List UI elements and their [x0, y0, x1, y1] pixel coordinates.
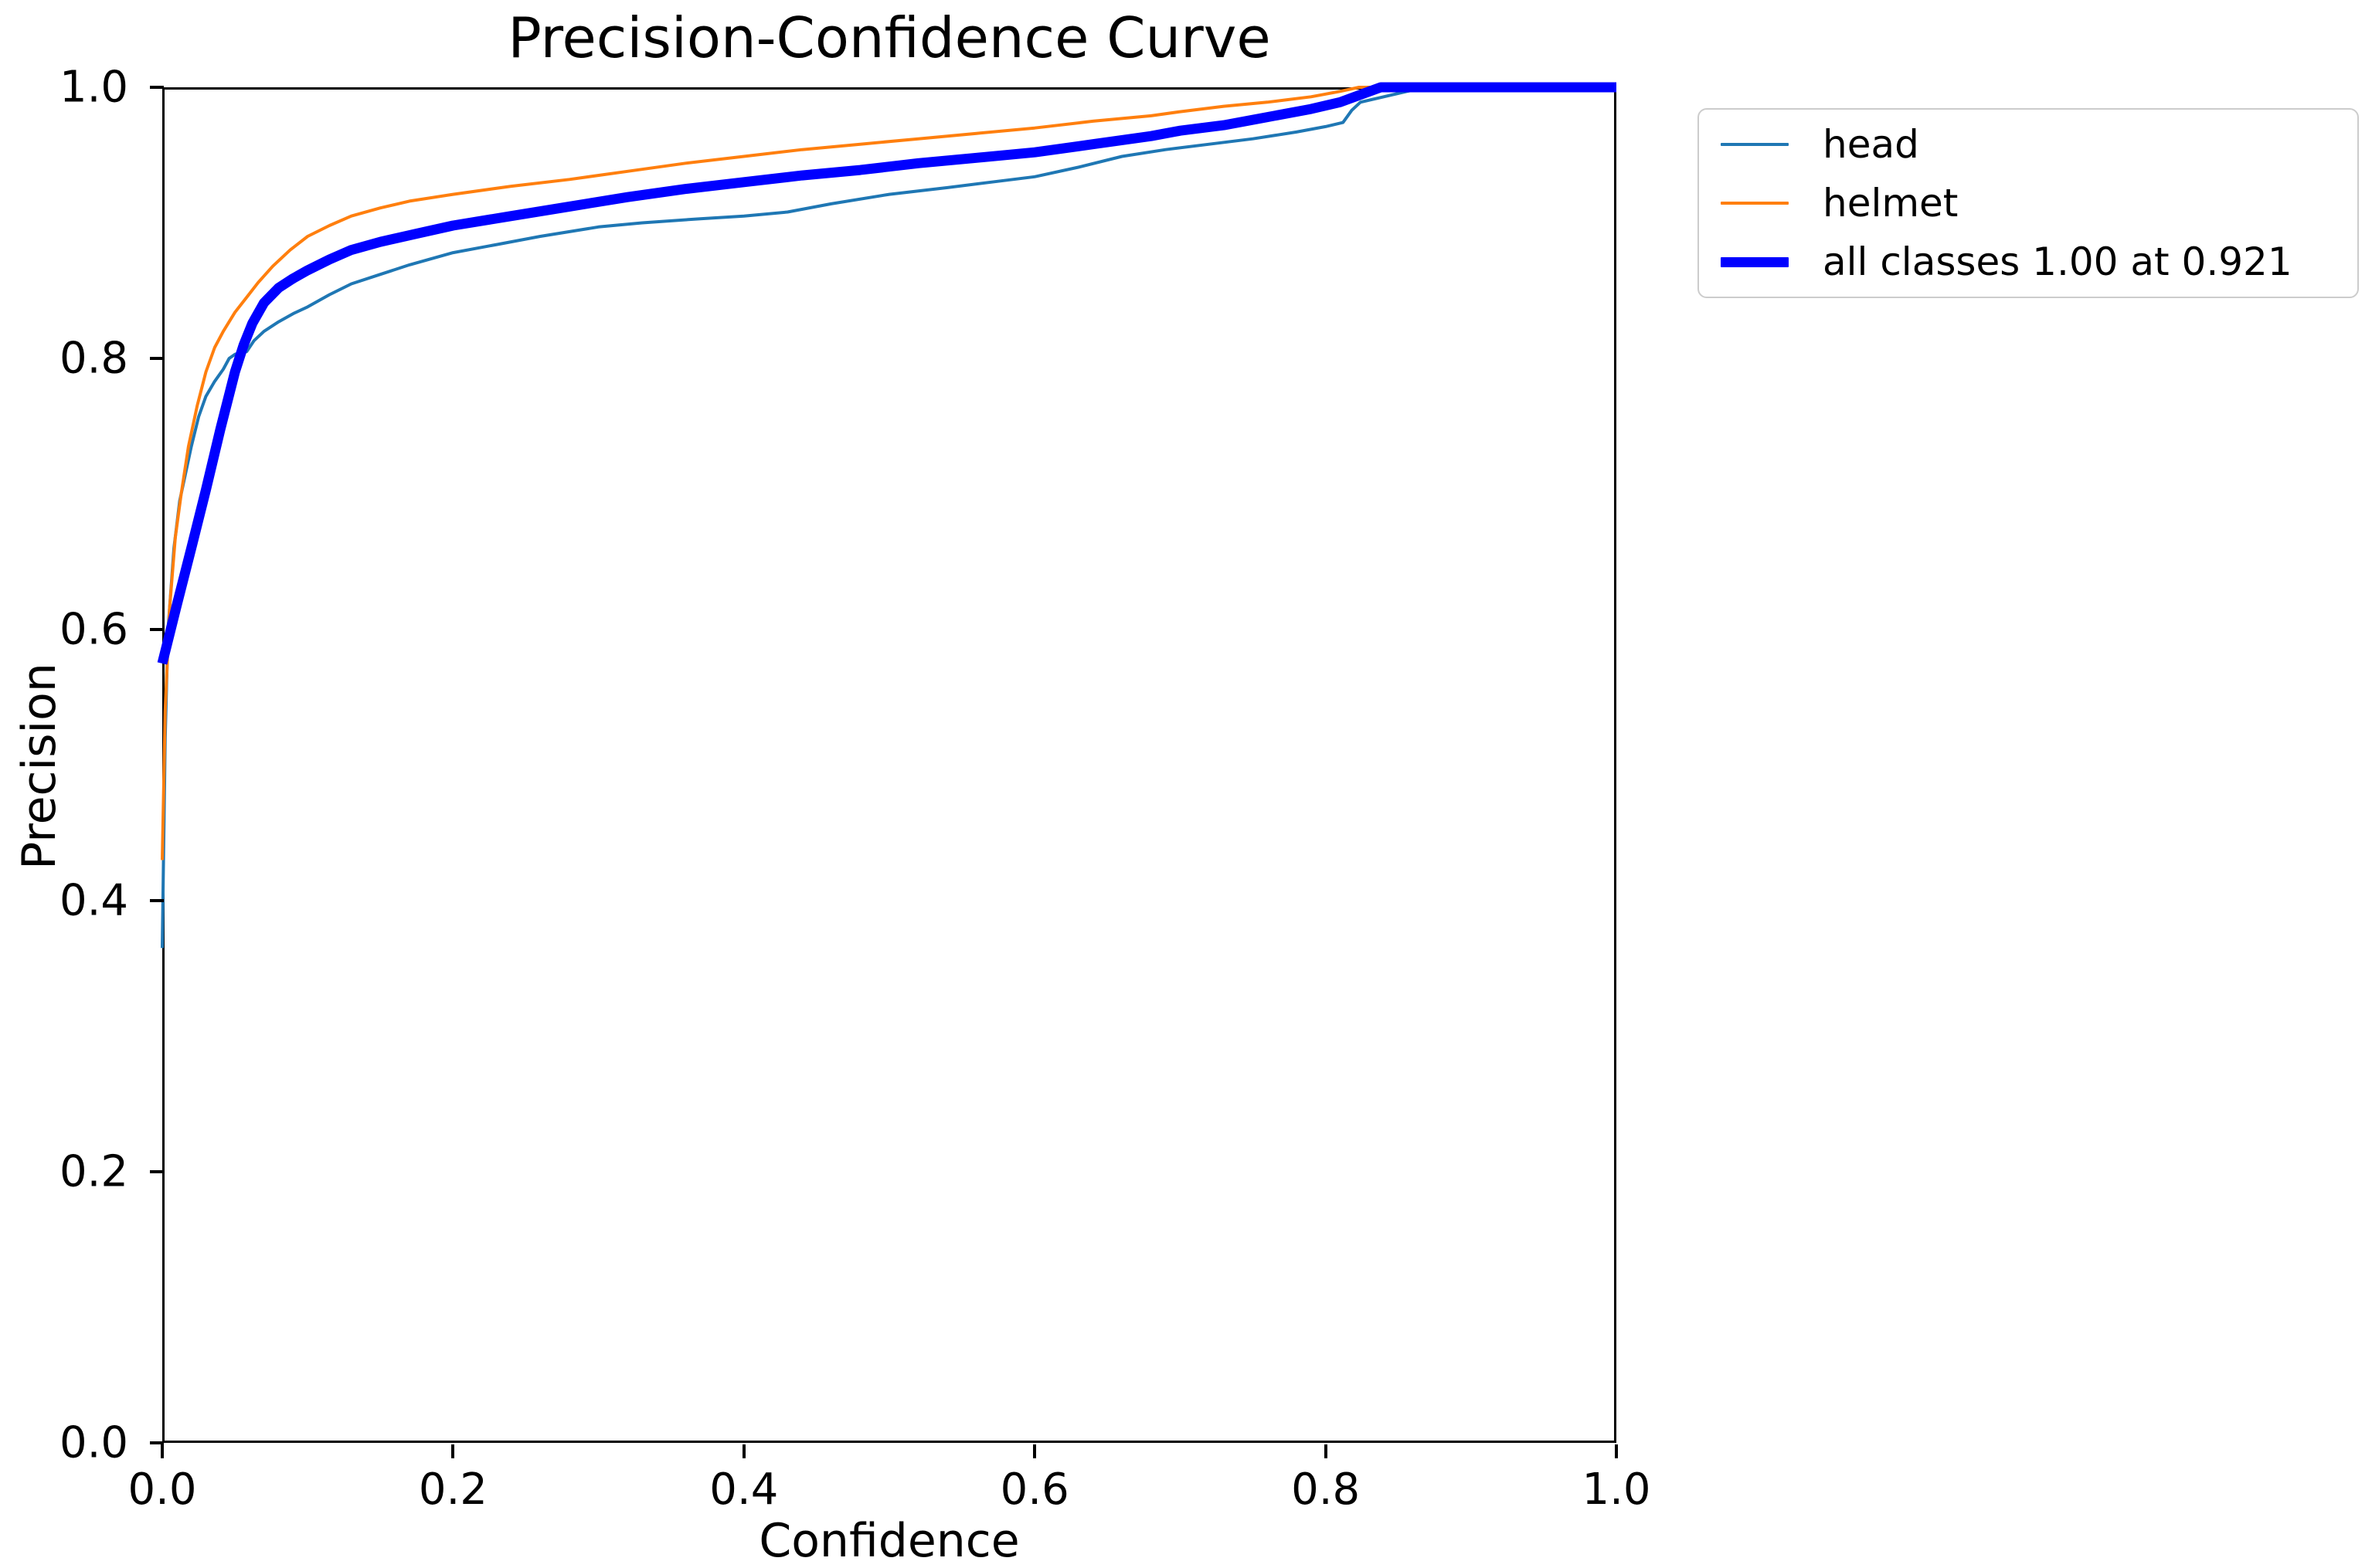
- curve-helmet: [161, 86, 1616, 860]
- chart-title: Precision-Confidence Curve: [508, 5, 1271, 70]
- y-tick-mark: [150, 1170, 164, 1173]
- x-tick-label: 0.6: [1000, 1464, 1069, 1515]
- x-tick-label: 0.8: [1291, 1464, 1361, 1515]
- legend-item-helmet: helmet: [1721, 174, 2357, 232]
- legend-label-head: head: [1823, 122, 1919, 167]
- y-tick-mark: [150, 628, 164, 631]
- legend-item-head: head: [1721, 115, 2357, 174]
- y-axis-label: Precision: [12, 663, 66, 870]
- x-axis-label: Confidence: [759, 1514, 1020, 1568]
- y-tick-label: 0.2: [59, 1146, 128, 1197]
- x-tick-mark: [742, 1444, 746, 1458]
- y-tick-mark: [150, 1441, 164, 1444]
- curves-svg: [157, 82, 1616, 949]
- x-tick-mark: [1615, 1444, 1618, 1458]
- y-tick-mark: [150, 357, 164, 360]
- x-tick-mark: [161, 1444, 164, 1458]
- y-tick-label: 0.4: [59, 875, 128, 926]
- helmet-line-sample: [1721, 202, 1789, 205]
- legend-label-helmet: helmet: [1823, 181, 1959, 226]
- legend-item-all-classes: all classes 1.00 at 0.921: [1721, 232, 2357, 291]
- y-tick-labels: 0.0 0.2 0.4 0.6 0.8 1.0: [0, 63, 164, 1468]
- y-tick-label: 0.8: [59, 333, 128, 384]
- head-line-sample: [1721, 143, 1789, 146]
- x-tick-label: 1.0: [1582, 1464, 1651, 1515]
- y-tick-mark: [150, 899, 164, 902]
- plot-area: [157, 82, 1616, 1443]
- curve-all: [157, 82, 1616, 665]
- curve-head: [161, 86, 1616, 949]
- x-tick-mark: [451, 1444, 455, 1458]
- x-tick-label: 0.2: [418, 1464, 488, 1515]
- x-tick-mark: [1033, 1444, 1037, 1458]
- y-tick-mark: [150, 86, 164, 89]
- y-tick-label: 0.0: [59, 1417, 128, 1468]
- y-tick-label: 1.0: [59, 62, 128, 113]
- x-tick-label: 0.0: [127, 1464, 197, 1515]
- legend: head helmet all classes 1.00 at 0.921: [1697, 108, 2359, 298]
- legend-label-all-classes: all classes 1.00 at 0.921: [1823, 239, 2292, 284]
- x-tick-label: 0.4: [709, 1464, 779, 1515]
- y-tick-label: 0.6: [59, 604, 128, 655]
- x-tick-mark: [1324, 1444, 1327, 1458]
- all-classes-line-sample: [1721, 256, 1789, 267]
